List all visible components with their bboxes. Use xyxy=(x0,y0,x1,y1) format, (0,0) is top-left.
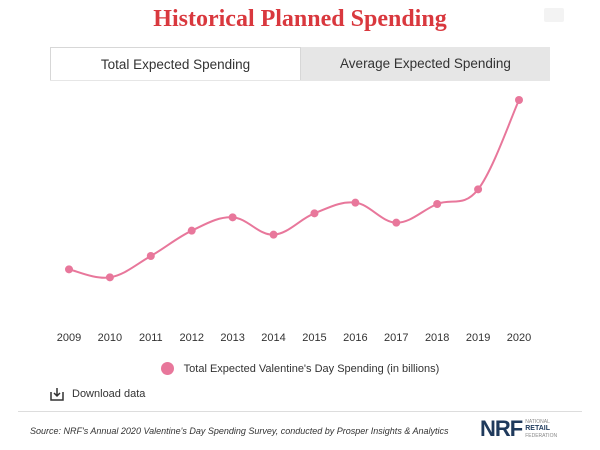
x-tick-label-2020: 2020 xyxy=(507,332,531,344)
x-tick-label-2014: 2014 xyxy=(261,332,285,344)
data-point-2017[interactable] xyxy=(392,218,401,227)
x-tick-label-2013: 2013 xyxy=(220,332,244,344)
legend-label: Total Expected Valentine's Day Spending … xyxy=(183,362,440,375)
x-tick-label-2018: 2018 xyxy=(425,332,449,344)
data-point-2013[interactable] xyxy=(228,213,237,222)
data-point-2012[interactable] xyxy=(187,226,196,235)
x-tick-label-2011: 2011 xyxy=(139,332,163,344)
data-point-2019[interactable] xyxy=(474,185,483,194)
download-label: Download data xyxy=(72,388,146,400)
download-icon xyxy=(50,388,64,401)
footer-divider xyxy=(18,411,582,412)
series-line xyxy=(68,99,520,279)
x-tick-label-2017: 2017 xyxy=(384,332,408,344)
tab-average-expected-spending[interactable]: Average Expected Spending xyxy=(301,47,550,80)
download-data-button[interactable]: Download data xyxy=(50,387,145,401)
source-note: Source: NRF's Annual 2020 Valentine's Da… xyxy=(30,426,449,436)
x-tick-label-2016: 2016 xyxy=(343,332,367,344)
x-tick-label-2012: 2012 xyxy=(179,332,203,344)
x-tick-label-2009: 2009 xyxy=(57,332,81,344)
tab-bar: Total Expected Spending Average Expected… xyxy=(50,47,550,80)
data-point-2018[interactable] xyxy=(433,200,442,208)
x-tick-label-2015: 2015 xyxy=(302,332,326,344)
expand-icon[interactable] xyxy=(544,8,564,22)
logo-line-1: NATIONAL xyxy=(525,419,550,425)
data-point-2020[interactable] xyxy=(515,96,523,104)
data-point-2010[interactable] xyxy=(105,273,114,282)
data-point-2015[interactable] xyxy=(310,209,319,218)
logo-sub-text: NATIONAL RETAIL FEDERATION xyxy=(525,419,557,439)
data-point-2009[interactable] xyxy=(65,265,73,274)
data-point-2011[interactable] xyxy=(146,252,155,260)
tab-divider xyxy=(50,80,550,81)
x-tick-label-2019: 2019 xyxy=(466,332,490,344)
tab-total-expected-spending[interactable]: Total Expected Spending xyxy=(50,47,301,80)
legend-marker xyxy=(160,362,174,375)
nrf-logo: NRF NATIONAL RETAIL FEDERATION xyxy=(480,414,557,444)
logo-line-3: FEDERATION xyxy=(525,433,558,439)
chart-legend: Total Expected Valentine's Day Spending … xyxy=(0,362,600,375)
chart-title: Historical Planned Spending xyxy=(153,6,447,32)
logo-main-text: NRF xyxy=(480,416,523,441)
data-point-2016[interactable] xyxy=(351,198,360,207)
line-chart: 2009 2010 2011 2012 2013 2014 2015 2016 2017 2018… xyxy=(57,96,531,344)
logo-line-2: RETAIL xyxy=(525,425,550,432)
data-point-2014[interactable] xyxy=(269,230,278,239)
x-tick-label-2010: 2010 xyxy=(98,332,122,344)
